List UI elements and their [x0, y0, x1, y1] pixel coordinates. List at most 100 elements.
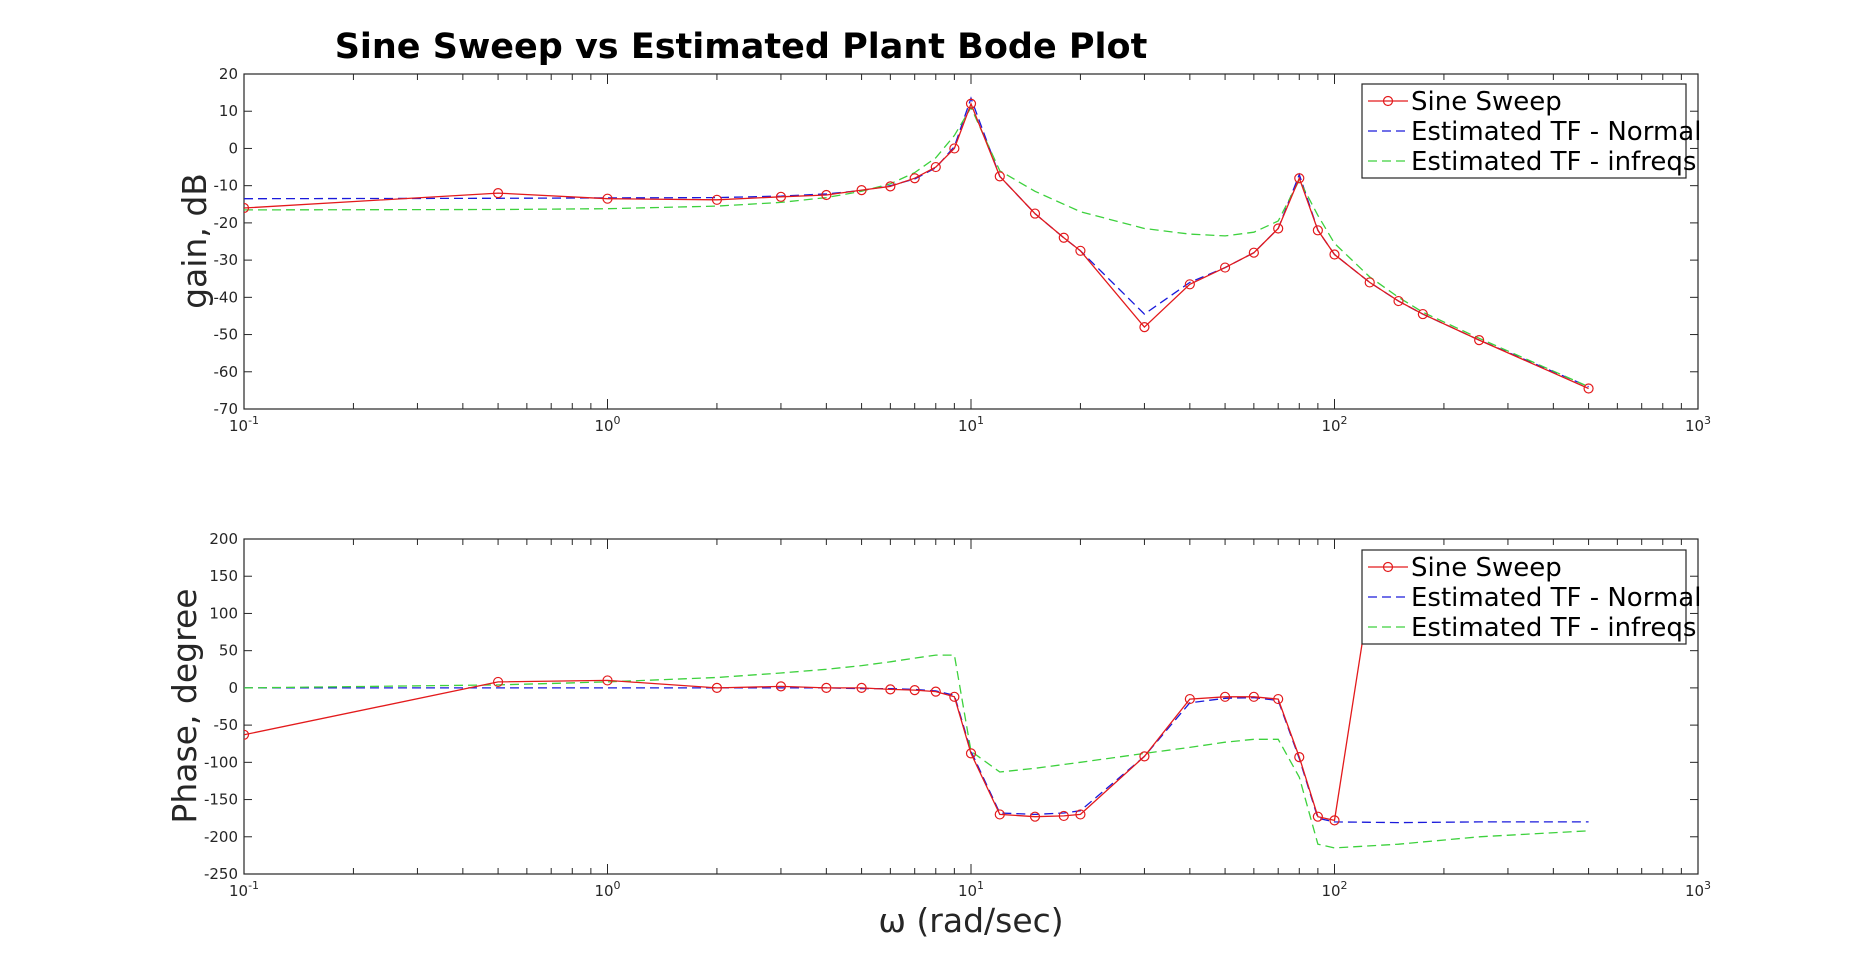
gain-sine-sweep-point: [909, 173, 920, 184]
phase-sine-sweep-point: [1312, 811, 1323, 822]
phase-sine-sweep-point: [1029, 811, 1041, 822]
phase-sine-sweep-point: [775, 681, 787, 692]
gain-ylabel: gain, dB: [175, 173, 214, 309]
gain-sine-sweep-point: [1273, 223, 1284, 234]
gain-sine-sweep-point: [1058, 232, 1069, 243]
gain-sine-sweep-point: [1248, 247, 1259, 258]
gain-sine-sweep-point: [711, 194, 723, 205]
gain-sine-sweep-point: [1075, 245, 1086, 256]
gain-sine-sweep-point: [1184, 279, 1195, 290]
gain-sine-sweep-point: [1294, 173, 1305, 184]
phase-xtick-label: 102: [1321, 879, 1347, 900]
gain-series-sine-sweep: [244, 101, 1589, 390]
phase-sine-sweep-point: [602, 675, 613, 686]
phase-sine-sweep-point: [930, 686, 941, 697]
gain-sine-sweep-point: [1139, 322, 1150, 333]
gain-sine-sweep-point: [821, 189, 832, 201]
gain-sine-sweep-point: [492, 188, 504, 199]
phase-sine-sweep-point: [885, 684, 896, 695]
gain-ytick-label: -70: [214, 400, 239, 418]
phase-sine-sweep-point: [244, 729, 250, 740]
phase-series-sine-sweep: [244, 594, 1371, 822]
phase-legend-marker-sine-sweep: [1382, 561, 1394, 573]
phase-series-estimated-tf-infreqs: [244, 654, 1589, 849]
phase-sine-sweep-point: [994, 809, 1005, 820]
gain-sine-sweep-point: [856, 185, 867, 196]
phase-xlabel: ω (rad/sec): [878, 901, 1063, 940]
phase-sine-sweep-point: [1075, 809, 1086, 820]
gain-sine-sweep-point: [775, 191, 787, 202]
gain-sine-sweep-point: [1029, 208, 1041, 219]
phase-ytick-label: 0: [228, 679, 238, 697]
gain-sine-sweep-point: [994, 171, 1005, 182]
gain-ytick-label: 10: [219, 102, 238, 120]
gain-xtick-label: 100: [594, 414, 620, 435]
phase-sine-sweep-point: [1139, 751, 1150, 762]
gain-sine-sweep-point: [602, 193, 613, 204]
gain-ytick-label: -40: [214, 288, 239, 306]
phase-sine-sweep-point: [1329, 815, 1340, 826]
gain-sine-sweep-point: [1393, 295, 1404, 307]
gain-sine-sweep-point: [885, 181, 896, 192]
gain-sine-sweep-point: [1219, 262, 1231, 273]
gain-sine-sweep-point: [244, 202, 250, 214]
phase-sine-sweep-point: [1219, 691, 1231, 702]
phase-sine-sweep-point: [949, 691, 960, 702]
phase-sine-sweep-point: [856, 682, 867, 693]
gain-ytick-label: -30: [214, 251, 239, 269]
phase-sine-sweep-point: [965, 748, 977, 759]
gain-ytick-label: -60: [214, 363, 239, 381]
gain-xtick-label: 101: [958, 414, 984, 435]
phase-sine-sweep-point: [1058, 810, 1069, 822]
gain-legend-label-sine-sweep: Sine Sweep: [1411, 87, 1562, 117]
gain-xtick-label: 10-1: [229, 414, 259, 435]
phase-series: [244, 594, 1589, 849]
phase-xtick-label: 10-1: [229, 879, 259, 900]
gain-sine-sweep-point: [1329, 249, 1340, 260]
gain-sine-sweep-point: [1474, 335, 1485, 346]
phase-legend-label-estimated-tf-infreqs: Estimated TF - infreqs: [1411, 613, 1696, 643]
phase-ytick-label: -150: [204, 791, 238, 809]
gain-legend-box: [1361, 83, 1687, 179]
phase-sine-sweep-point: [821, 682, 832, 693]
gain-xtick-label: 103: [1685, 414, 1711, 435]
gain-ytick-label: 20: [219, 65, 238, 83]
phase-xtick-label: 103: [1685, 879, 1711, 900]
phase-legend-box: [1361, 549, 1687, 645]
gain-ytick-label: -10: [214, 177, 239, 195]
gain-series: [244, 96, 1594, 394]
phase-sine-sweep-point: [492, 676, 504, 688]
phase-ytick-label: 200: [209, 530, 238, 548]
gain-legend-marker-sine-sweep: [1382, 95, 1394, 107]
gain-sine-sweep-point: [965, 98, 977, 109]
gain-series-estimated-tf-infreqs: [244, 106, 1589, 388]
phase-ytick-label: -50: [214, 716, 239, 734]
phase-sine-sweep-point: [909, 685, 920, 696]
gain-legend-label-estimated-tf-infreqs: Estimated TF - infreqs: [1411, 147, 1696, 177]
phase-ytick-label: -100: [204, 753, 238, 771]
phase-ytick-label: 150: [209, 567, 238, 585]
phase-ylabel: Phase, degree: [165, 588, 204, 823]
phase-sine-sweep-point: [1294, 752, 1305, 763]
phase-xtick-label: 100: [594, 879, 620, 900]
chart-title: Sine Sweep vs Estimated Plant Bode Plot: [335, 27, 1148, 67]
gain-ytick-label: -50: [214, 326, 239, 344]
gain-sine-sweep-point: [1312, 225, 1323, 236]
phase-legend-label-sine-sweep: Sine Sweep: [1411, 553, 1562, 583]
phase-sine-sweep-point: [711, 682, 723, 693]
gain-sine-sweep-point: [1364, 277, 1375, 288]
phase-sine-sweep-point: [1273, 693, 1284, 705]
phase-ytick-label: 100: [209, 604, 238, 622]
gain-legend-label-estimated-tf-normal: Estimated TF - Normal: [1411, 117, 1701, 147]
phase-ytick-label: -200: [204, 828, 238, 846]
gain-sine-sweep-point: [1583, 383, 1594, 394]
gain-sine-sweep-point: [949, 143, 960, 154]
phase-ytick-label: 50: [219, 642, 238, 660]
